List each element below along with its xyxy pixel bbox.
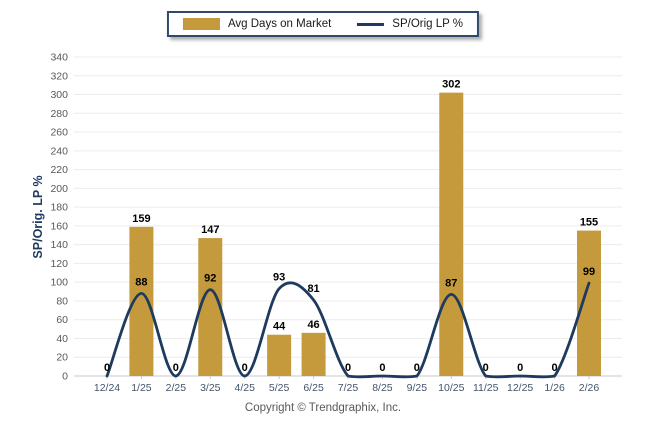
bar-value-label: 302 [442, 79, 460, 91]
y-axis-tick-label: 40 [56, 333, 68, 345]
bar-avg-days [439, 92, 464, 376]
bar-value-label: 0 [483, 362, 489, 374]
legend-item-sp-orig-lp: SP/Orig LP % [357, 18, 463, 30]
x-axis-tick-label: 10/25 [438, 382, 464, 394]
y-axis-tick-label: 220 [50, 164, 68, 176]
sp-orig-lp-line [105, 281, 591, 379]
bar-avg-days [577, 230, 601, 376]
bar-value-label: 0 [379, 362, 385, 374]
bar-value-label: 0 [552, 362, 558, 374]
bar-value-label: 0 [242, 362, 248, 374]
y-axis-tick-label: 160 [50, 220, 68, 232]
y-axis-tick-label: 100 [50, 277, 68, 289]
legend-bar-swatch-icon [182, 18, 220, 30]
bar-value-label: 0 [104, 362, 110, 374]
y-axis-tick-label: 340 [50, 52, 68, 64]
y-axis-tick-label: 200 [50, 183, 68, 195]
y-axis-tick-label: 240 [50, 145, 68, 157]
x-axis-tick-label: 8/25 [372, 382, 393, 394]
y-axis-tick-label: 260 [50, 127, 68, 139]
x-axis-tick-label: 3/25 [200, 382, 221, 394]
bar-avg-days [267, 334, 292, 376]
y-axis-tick-label: 180 [50, 202, 68, 214]
bar-avg-days [301, 332, 326, 376]
bar-value-label: 159 [132, 213, 150, 225]
y-axis-tick-label: 300 [50, 89, 68, 101]
x-axis-tick-label: 5/25 [269, 382, 290, 394]
y-axis-tick-label: 20 [56, 352, 68, 364]
legend-bar-label: Avg Days on Market [227, 18, 332, 30]
legend-item-avg-days: Avg Days on Market [182, 18, 332, 30]
x-axis-tick-label: 11/25 [473, 382, 499, 394]
x-axis-tick-label: 1/26 [544, 382, 565, 394]
legend-line-swatch-icon [357, 22, 385, 26]
bar-avg-days [198, 238, 223, 376]
line-value-label: 92 [204, 273, 216, 285]
y-axis-tick-label: 140 [50, 239, 68, 251]
legend: Avg Days on Market SP/Orig LP % [166, 11, 480, 37]
legend-line-label: SP/Orig LP % [392, 18, 464, 30]
x-axis-tick-label: 1/25 [131, 382, 152, 394]
bar-value-label: 0 [414, 362, 420, 374]
x-axis-tick-label: 6/25 [303, 382, 324, 394]
y-axis-tick-label: 80 [56, 295, 68, 307]
line-value-label: 99 [583, 266, 595, 278]
bar-value-label: 155 [580, 217, 598, 229]
bar-value-label: 0 [345, 362, 351, 374]
line-value-label: 81 [307, 283, 319, 295]
y-axis-tick-label: 320 [50, 70, 68, 82]
bar-value-label: 44 [273, 321, 286, 333]
x-axis-tick-label: 12/25 [507, 382, 533, 394]
bar-value-label: 46 [307, 319, 319, 331]
x-axis-tick-label: 2/25 [166, 382, 187, 394]
bar-value-label: 147 [201, 224, 219, 236]
copyright-text: Copyright © Trendgraphix, Inc. [244, 402, 402, 414]
line-value-label: 87 [445, 277, 457, 289]
y-axis-tick-label: 0 [62, 371, 68, 383]
y-axis-tick-label: 120 [50, 258, 68, 270]
x-axis-tick-label: 12/24 [94, 382, 120, 394]
x-axis-tick-label: 7/25 [338, 382, 359, 394]
line-value-label: 88 [135, 276, 147, 288]
bar-value-label: 0 [517, 362, 523, 374]
x-axis-tick-label: 9/25 [407, 382, 428, 394]
x-axis-tick-label: 2/26 [579, 382, 600, 394]
y-axis-tick-label: 60 [56, 314, 68, 326]
y-axis-tick-label: 280 [50, 108, 68, 120]
line-value-label: 93 [273, 272, 285, 284]
bar-value-label: 0 [173, 362, 179, 374]
x-axis-tick-label: 4/25 [234, 382, 255, 394]
